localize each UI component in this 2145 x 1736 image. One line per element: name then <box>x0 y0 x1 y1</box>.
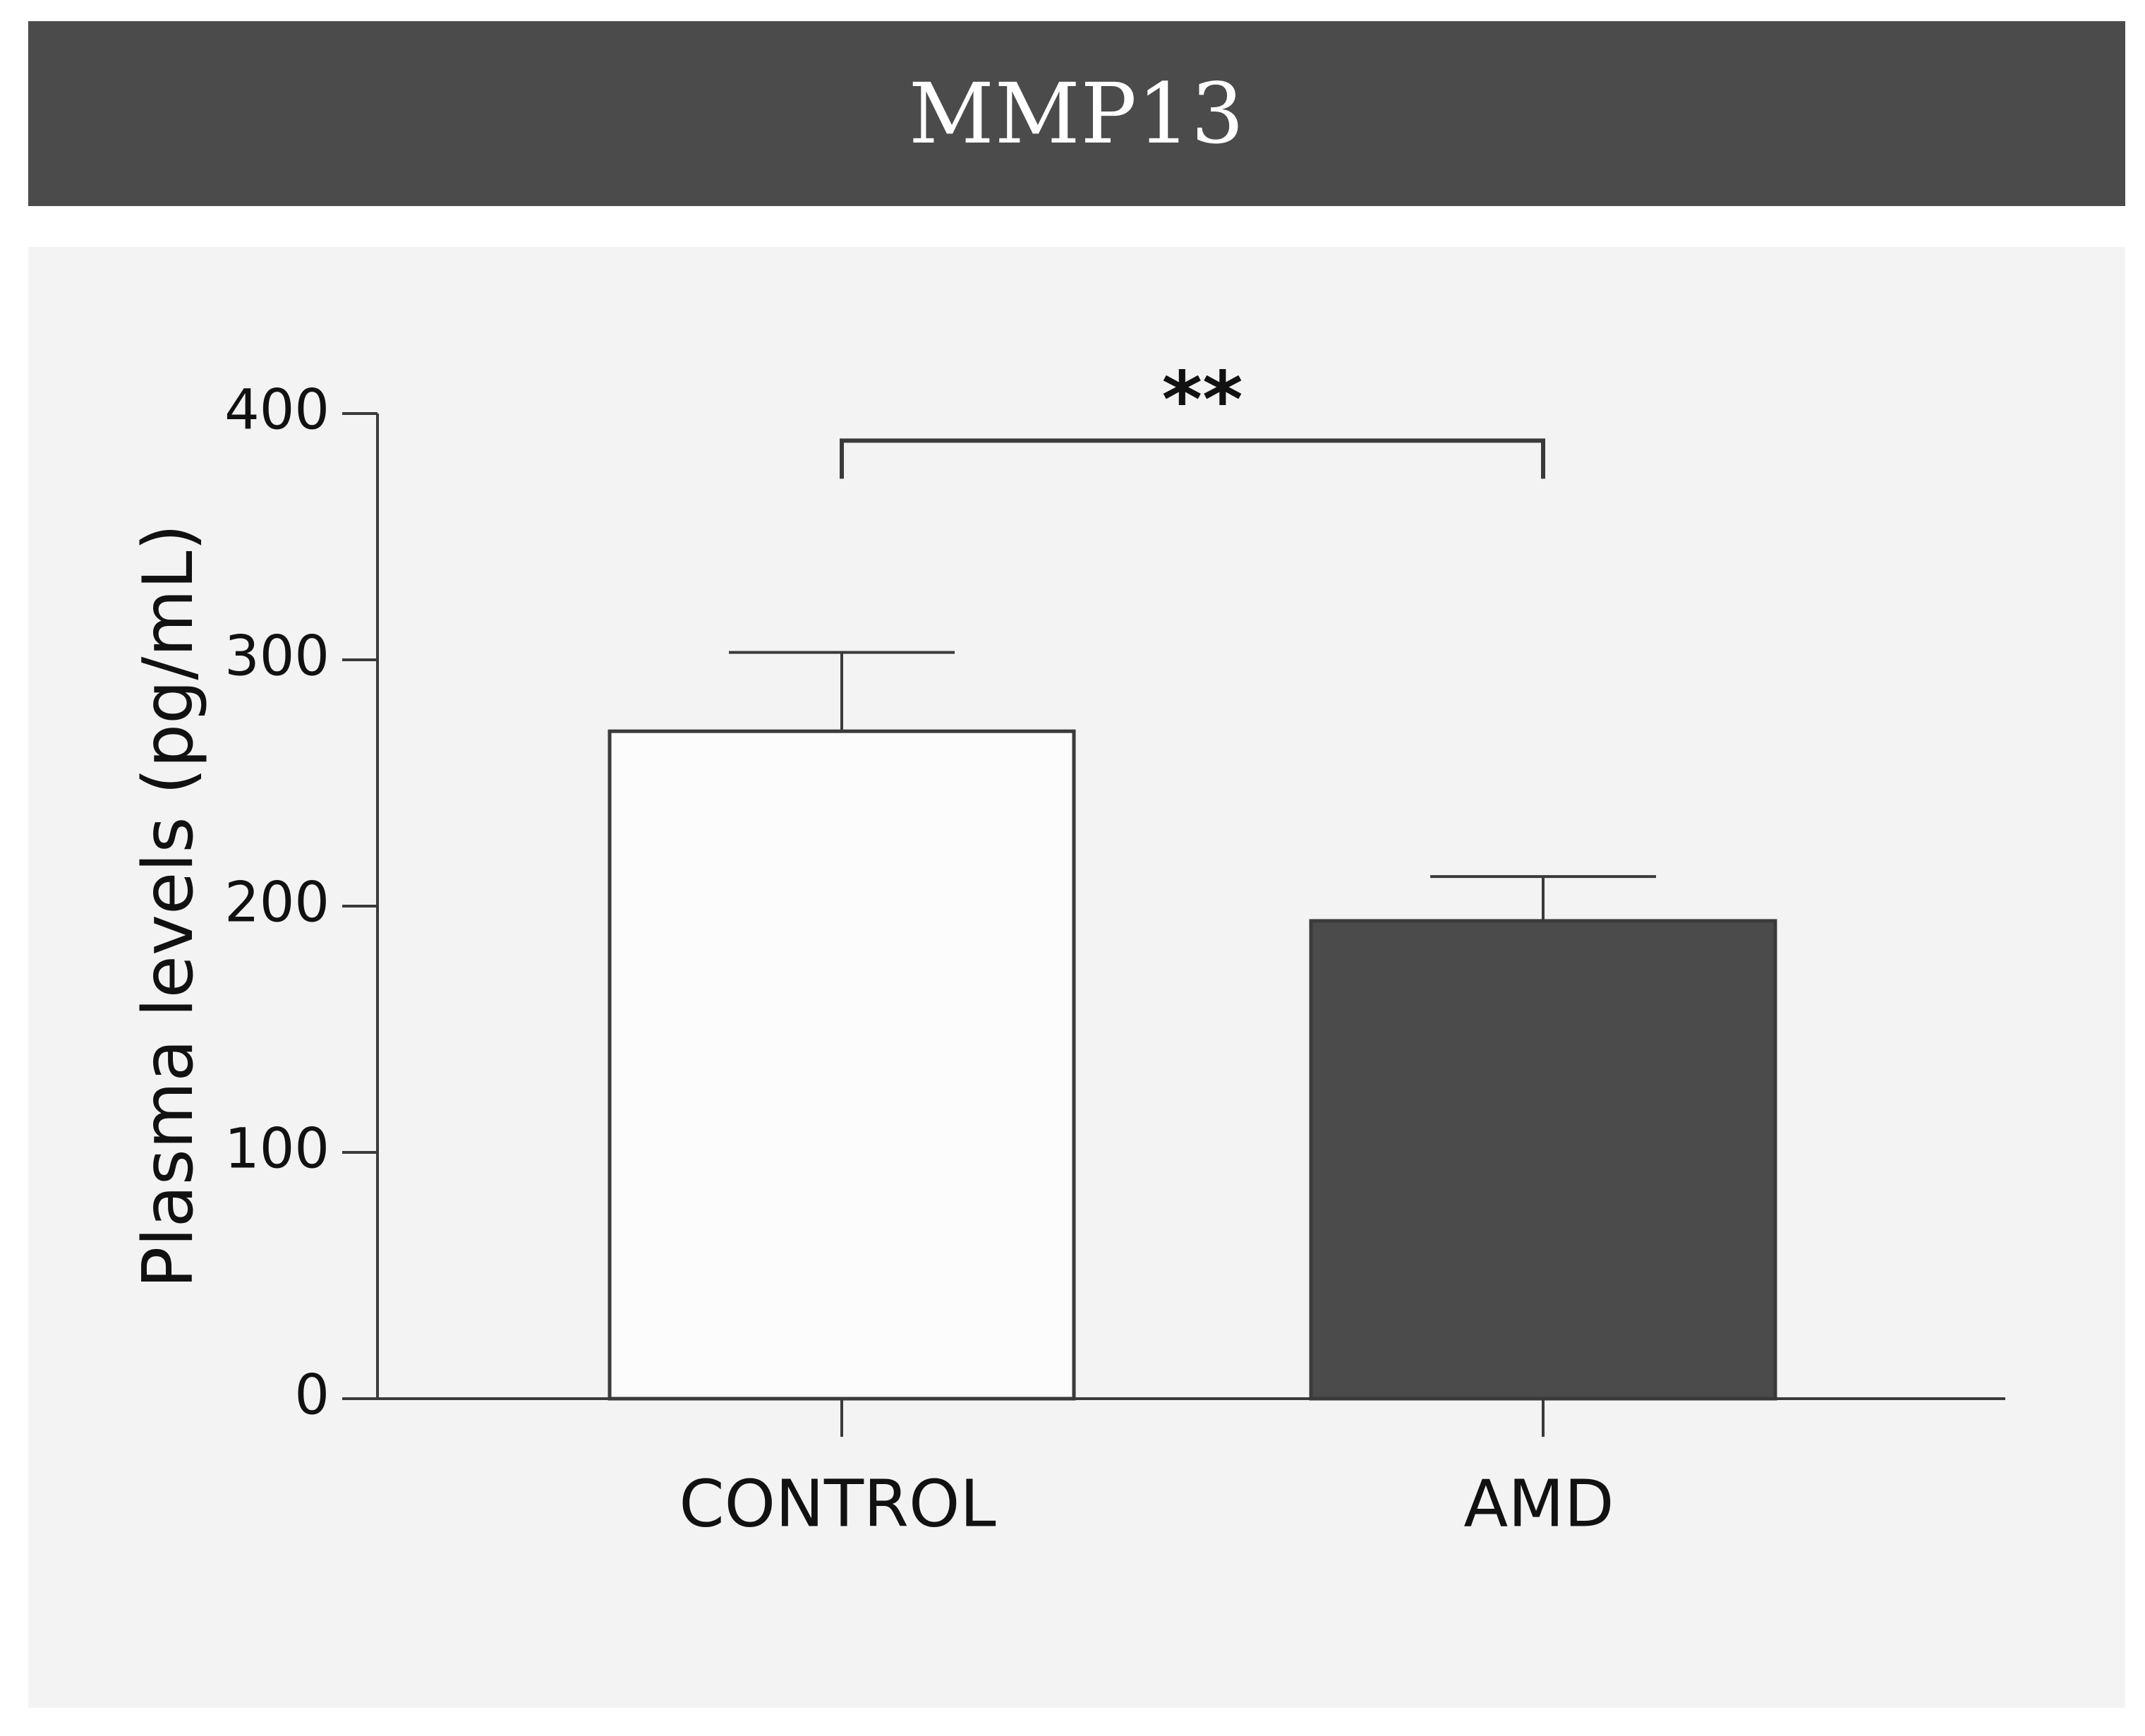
annotations: ** <box>840 354 1545 479</box>
y-axis-title-group: Plasma levels (pg/mL) <box>128 524 209 1288</box>
y-axis-title: Plasma levels (pg/mL) <box>128 524 209 1288</box>
y-tick-label: 0 <box>294 1363 330 1427</box>
y-tick-label: 100 <box>224 1117 330 1181</box>
chart-panel: Plasma levels (pg/mL) 0 100 200 300 400 CONTR… <box>28 247 2125 1708</box>
bar-chart: Plasma levels (pg/mL) 0 100 200 300 400 CONTR… <box>128 354 2005 1541</box>
significance-label: ** <box>1161 354 1243 445</box>
bar-amd <box>1309 919 1777 1401</box>
bars <box>608 651 1777 1401</box>
title-bar: MMP13 <box>28 21 2125 206</box>
bar-control <box>608 729 1076 1401</box>
x-category-label: CONTROL <box>679 1466 996 1541</box>
axes: 0 100 200 300 400 CONTROL AMD <box>224 378 2005 1541</box>
y-tick-label: 200 <box>224 871 330 934</box>
chart-title: MMP13 <box>908 65 1245 162</box>
significance-bracket <box>840 438 1545 479</box>
x-category-label: AMD <box>1463 1466 1614 1541</box>
y-tick-label: 400 <box>224 378 330 442</box>
y-tick-label: 300 <box>224 625 330 688</box>
